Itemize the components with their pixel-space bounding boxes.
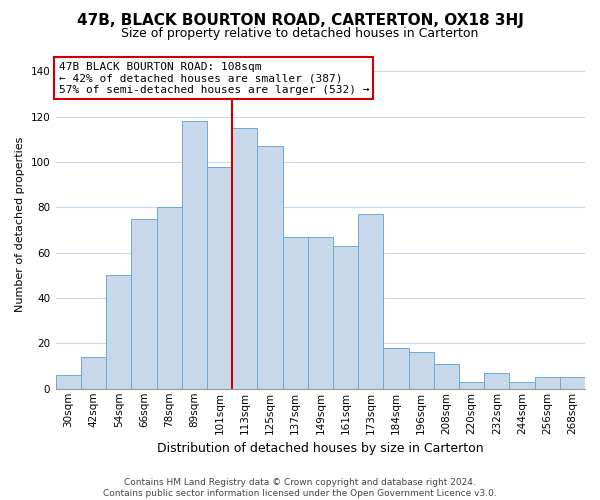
Bar [283, 237, 308, 389]
Text: Contains HM Land Registry data © Crown copyright and database right 2024.
Contai: Contains HM Land Registry data © Crown c… [103, 478, 497, 498]
Bar [308, 237, 333, 389]
X-axis label: Distribution of detached houses by size in Carterton: Distribution of detached houses by size … [157, 442, 484, 455]
Bar [81, 357, 106, 389]
Bar [434, 364, 459, 389]
Bar [560, 378, 585, 389]
Bar [459, 382, 484, 389]
Bar [106, 276, 131, 389]
Text: Size of property relative to detached houses in Carterton: Size of property relative to detached ho… [121, 28, 479, 40]
Bar [131, 218, 157, 389]
Bar [182, 121, 207, 389]
Bar [257, 146, 283, 389]
Y-axis label: Number of detached properties: Number of detached properties [15, 136, 25, 312]
Bar [484, 373, 509, 389]
Bar [358, 214, 383, 389]
Bar [383, 348, 409, 389]
Bar [409, 352, 434, 389]
Bar [509, 382, 535, 389]
Bar [535, 378, 560, 389]
Text: 47B BLACK BOURTON ROAD: 108sqm
← 42% of detached houses are smaller (387)
57% of: 47B BLACK BOURTON ROAD: 108sqm ← 42% of … [59, 62, 369, 95]
Text: 47B, BLACK BOURTON ROAD, CARTERTON, OX18 3HJ: 47B, BLACK BOURTON ROAD, CARTERTON, OX18… [77, 12, 523, 28]
Bar [157, 208, 182, 389]
Bar [232, 128, 257, 389]
Bar [207, 166, 232, 389]
Bar [333, 246, 358, 389]
Bar [56, 375, 81, 389]
